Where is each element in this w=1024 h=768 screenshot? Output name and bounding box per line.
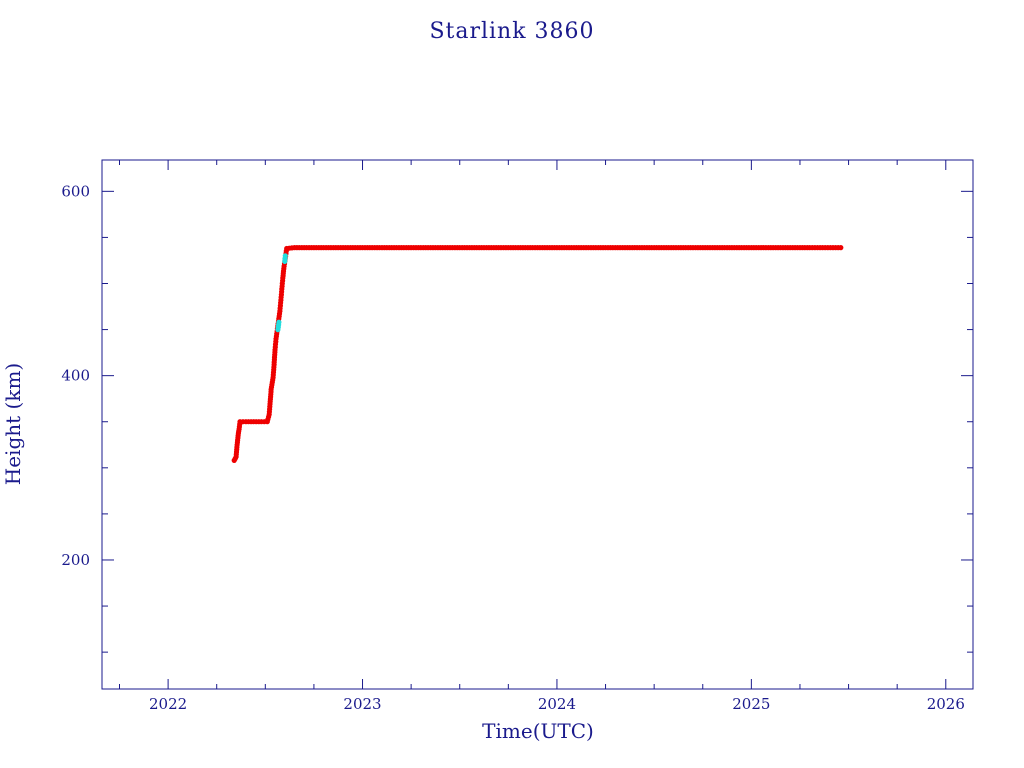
data-marks [231, 245, 844, 463]
chart-title: Starlink 3860 [429, 19, 594, 44]
y-tick-label: 200 [61, 551, 90, 569]
x-tick-label: 2024 [538, 695, 576, 713]
tick-labels: 2022 2023 2024 2025 2026 200 400 600 [61, 182, 965, 713]
data-point [276, 322, 282, 328]
axis-ticks [102, 160, 973, 689]
x-tick-label: 2022 [149, 695, 187, 713]
y-axis-label: Height (km) [1, 363, 25, 485]
y-tick-label: 600 [61, 182, 90, 200]
data-point [282, 256, 288, 262]
x-tick-label: 2025 [732, 695, 770, 713]
x-tick-label: 2023 [343, 695, 381, 713]
data-point [838, 245, 844, 251]
x-axis-label: Time(UTC) [482, 719, 594, 743]
plot-frame [101, 159, 974, 690]
x-tick-label: 2026 [927, 695, 965, 713]
y-tick-label: 400 [61, 367, 90, 385]
